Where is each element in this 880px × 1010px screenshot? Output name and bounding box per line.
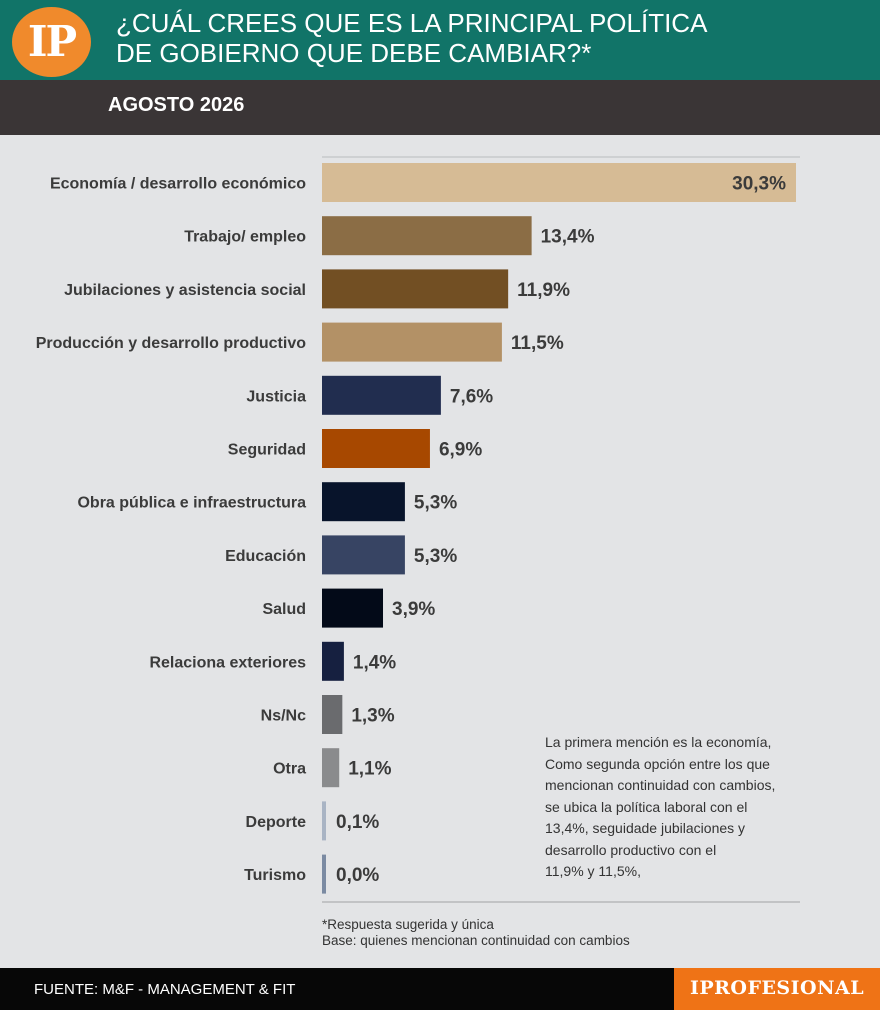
bar-12 — [322, 801, 326, 841]
bar-4 — [322, 375, 441, 415]
subheader-bar — [0, 80, 880, 135]
value-label-6: 5,3% — [414, 493, 457, 514]
value-label-0: 30,3% — [732, 174, 786, 195]
bar-5 — [322, 429, 430, 468]
header-bar — [0, 0, 880, 80]
value-label-11: 1,1% — [348, 759, 391, 780]
brand-logo: IPROFESIONAL — [689, 977, 865, 999]
source-label: FUENTE: M&F - MANAGEMENT & FIT — [34, 981, 296, 998]
note-line-2: Como segunda opción entre los que — [545, 755, 770, 772]
category-label-7: Educación — [225, 548, 306, 565]
bar-10 — [322, 695, 343, 734]
value-label-4: 7,6% — [450, 386, 493, 407]
note-line-1: La primera mención es la economía, — [545, 734, 772, 750]
value-label-1: 13,4% — [541, 227, 595, 248]
footnote-line-1: *Respuesta sugerida y única — [322, 917, 494, 932]
bar-13 — [322, 854, 326, 894]
value-label-7: 5,3% — [414, 546, 457, 567]
category-label-3: Producción y desarrollo productivo — [36, 335, 306, 352]
note-line-7: 11,9% y 11,5%, — [545, 863, 641, 879]
bar-0 — [322, 163, 796, 202]
bar-8 — [322, 588, 384, 628]
bar-3 — [322, 322, 502, 362]
category-label-2: Jubilaciones y asistencia social — [64, 282, 306, 299]
bar-1 — [322, 216, 532, 256]
category-label-10: Ns/Nc — [261, 708, 306, 725]
category-label-4: Justicia — [246, 388, 306, 405]
category-label-8: Salud — [262, 601, 306, 618]
value-label-8: 3,9% — [392, 599, 435, 620]
footer-source-bar — [0, 968, 674, 1010]
category-label-13: Turismo — [244, 867, 306, 884]
value-label-10: 1,3% — [351, 706, 394, 727]
annotation-note: La primera mención es la economía, Como … — [545, 732, 805, 883]
bar-7 — [322, 535, 405, 575]
bar-11 — [322, 748, 340, 788]
value-label-2: 11,9% — [517, 280, 570, 301]
logo-badge: IP — [12, 7, 91, 77]
note-line-5: 13,4%, seguidade jubilaciones y — [545, 820, 746, 836]
footer-brand-bar — [674, 968, 880, 1010]
bar-6 — [322, 482, 405, 522]
bar-chart: Economía / desarrollo económico 30,3% Trab… — [36, 156, 800, 903]
value-label-5: 6,9% — [439, 440, 482, 461]
date-label: AGOSTO 2026 — [108, 94, 245, 116]
logo-text: IP — [27, 17, 77, 66]
value-label-13: 0,0% — [336, 865, 379, 886]
value-label-9: 1,4% — [353, 652, 396, 673]
bars-group: Economía / desarrollo económico 30,3% Trab… — [36, 163, 796, 894]
footnote: *Respuesta sugerida y única Base: quiene… — [322, 917, 630, 949]
category-label-11: Otra — [273, 761, 306, 778]
footnote-line-2: Base: quienes mencionan continuidad con … — [322, 933, 630, 948]
note-line-6: desarrollo productivo con el — [545, 841, 717, 858]
category-label-6: Obra pública e infraestructura — [77, 495, 306, 512]
note-line-3: mencionan continuidad con cambios, — [545, 777, 776, 793]
category-label-5: Seguridad — [228, 442, 306, 459]
chart-title: ¿CUÁL CREES QUE ES LA PRINCIPAL POLÍTICA… — [116, 8, 816, 68]
value-label-3: 11,5% — [511, 333, 564, 354]
category-label-1: Trabajo/ empleo — [184, 229, 306, 246]
note-line-4: se ubica la política laboral con el — [545, 798, 748, 815]
category-label-12: Deporte — [246, 814, 307, 831]
category-label-9: Relaciona exteriores — [149, 654, 306, 671]
category-label-0: Economía / desarrollo económico — [50, 176, 306, 193]
bar-9 — [322, 641, 344, 681]
value-label-12: 0,1% — [336, 812, 379, 833]
title-line-1: ¿CUÁL CREES QUE ES LA PRINCIPAL POLÍTICA — [116, 8, 708, 38]
bar-2 — [322, 269, 509, 309]
title-line-2: DE GOBIERNO QUE DEBE CAMBIAR?* — [116, 38, 592, 68]
